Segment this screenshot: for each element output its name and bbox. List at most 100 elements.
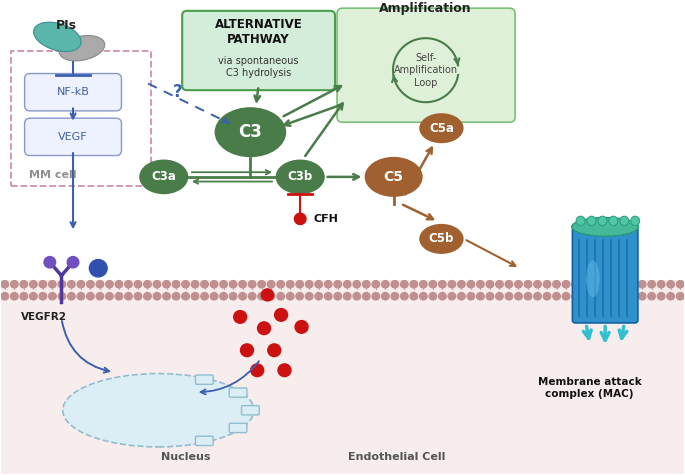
Circle shape xyxy=(562,281,570,288)
Circle shape xyxy=(20,293,27,300)
Circle shape xyxy=(49,281,56,288)
Text: C5b: C5b xyxy=(429,232,454,246)
Circle shape xyxy=(58,293,66,300)
Circle shape xyxy=(125,281,132,288)
Circle shape xyxy=(182,293,189,300)
Circle shape xyxy=(514,293,522,300)
Circle shape xyxy=(296,281,303,288)
Ellipse shape xyxy=(576,216,585,226)
Circle shape xyxy=(277,281,284,288)
Circle shape xyxy=(39,281,47,288)
Circle shape xyxy=(295,213,306,225)
Circle shape xyxy=(391,293,399,300)
Circle shape xyxy=(267,293,275,300)
Circle shape xyxy=(506,281,513,288)
Circle shape xyxy=(496,293,503,300)
Text: Endothelial Cell: Endothelial Cell xyxy=(349,452,446,462)
Circle shape xyxy=(44,256,55,268)
Circle shape xyxy=(115,293,123,300)
Circle shape xyxy=(210,281,218,288)
Text: CFH: CFH xyxy=(314,214,338,224)
Circle shape xyxy=(229,281,237,288)
Text: C3a: C3a xyxy=(151,171,176,183)
Circle shape xyxy=(420,281,427,288)
Circle shape xyxy=(638,293,646,300)
Circle shape xyxy=(543,281,551,288)
Circle shape xyxy=(325,281,332,288)
Circle shape xyxy=(543,293,551,300)
Circle shape xyxy=(10,281,18,288)
Circle shape xyxy=(610,293,617,300)
Circle shape xyxy=(591,293,598,300)
Circle shape xyxy=(267,281,275,288)
Circle shape xyxy=(153,293,161,300)
Circle shape xyxy=(410,293,418,300)
Circle shape xyxy=(353,281,360,288)
Circle shape xyxy=(163,293,171,300)
Circle shape xyxy=(87,281,94,288)
Circle shape xyxy=(1,293,8,300)
Text: VEGF: VEGF xyxy=(58,132,88,142)
Ellipse shape xyxy=(59,36,105,61)
Circle shape xyxy=(334,293,342,300)
Ellipse shape xyxy=(620,216,629,226)
Circle shape xyxy=(49,293,56,300)
Text: C5: C5 xyxy=(384,170,403,184)
Circle shape xyxy=(429,281,436,288)
Circle shape xyxy=(29,293,37,300)
Circle shape xyxy=(420,293,427,300)
FancyBboxPatch shape xyxy=(242,406,259,415)
FancyBboxPatch shape xyxy=(229,423,247,433)
Circle shape xyxy=(220,293,227,300)
Ellipse shape xyxy=(572,218,638,236)
Text: MM cell: MM cell xyxy=(29,170,76,180)
Circle shape xyxy=(20,281,27,288)
Circle shape xyxy=(144,293,151,300)
Circle shape xyxy=(1,281,8,288)
Circle shape xyxy=(182,281,189,288)
Circle shape xyxy=(87,293,94,300)
Circle shape xyxy=(372,281,379,288)
Bar xyxy=(1,7,684,280)
Circle shape xyxy=(648,281,656,288)
Circle shape xyxy=(458,293,465,300)
Circle shape xyxy=(275,309,288,321)
Circle shape xyxy=(67,256,79,268)
Circle shape xyxy=(234,311,247,323)
Circle shape xyxy=(362,281,370,288)
Circle shape xyxy=(362,293,370,300)
Text: PIs: PIs xyxy=(55,19,77,32)
Circle shape xyxy=(610,281,617,288)
Circle shape xyxy=(410,281,418,288)
Circle shape xyxy=(278,364,291,377)
FancyBboxPatch shape xyxy=(195,436,213,446)
Text: Membrane attack
complex (MAC): Membrane attack complex (MAC) xyxy=(538,378,641,399)
FancyBboxPatch shape xyxy=(229,388,247,397)
Circle shape xyxy=(125,293,132,300)
Circle shape xyxy=(658,293,665,300)
Circle shape xyxy=(68,281,75,288)
Circle shape xyxy=(58,281,66,288)
Circle shape xyxy=(153,281,161,288)
Circle shape xyxy=(134,293,142,300)
Circle shape xyxy=(629,293,636,300)
Circle shape xyxy=(677,293,684,300)
Circle shape xyxy=(191,293,199,300)
Circle shape xyxy=(524,281,532,288)
Circle shape xyxy=(251,364,264,377)
Circle shape xyxy=(619,281,627,288)
Circle shape xyxy=(258,322,271,334)
Ellipse shape xyxy=(34,22,81,52)
Text: ALTERNATIVE
PATHWAY: ALTERNATIVE PATHWAY xyxy=(214,19,303,46)
Circle shape xyxy=(239,281,247,288)
Circle shape xyxy=(96,293,103,300)
Circle shape xyxy=(619,293,627,300)
Circle shape xyxy=(229,293,237,300)
Ellipse shape xyxy=(598,216,607,226)
Ellipse shape xyxy=(364,157,423,197)
Circle shape xyxy=(306,281,313,288)
Circle shape xyxy=(10,293,18,300)
Circle shape xyxy=(667,293,675,300)
FancyBboxPatch shape xyxy=(337,8,515,122)
Ellipse shape xyxy=(419,224,464,254)
